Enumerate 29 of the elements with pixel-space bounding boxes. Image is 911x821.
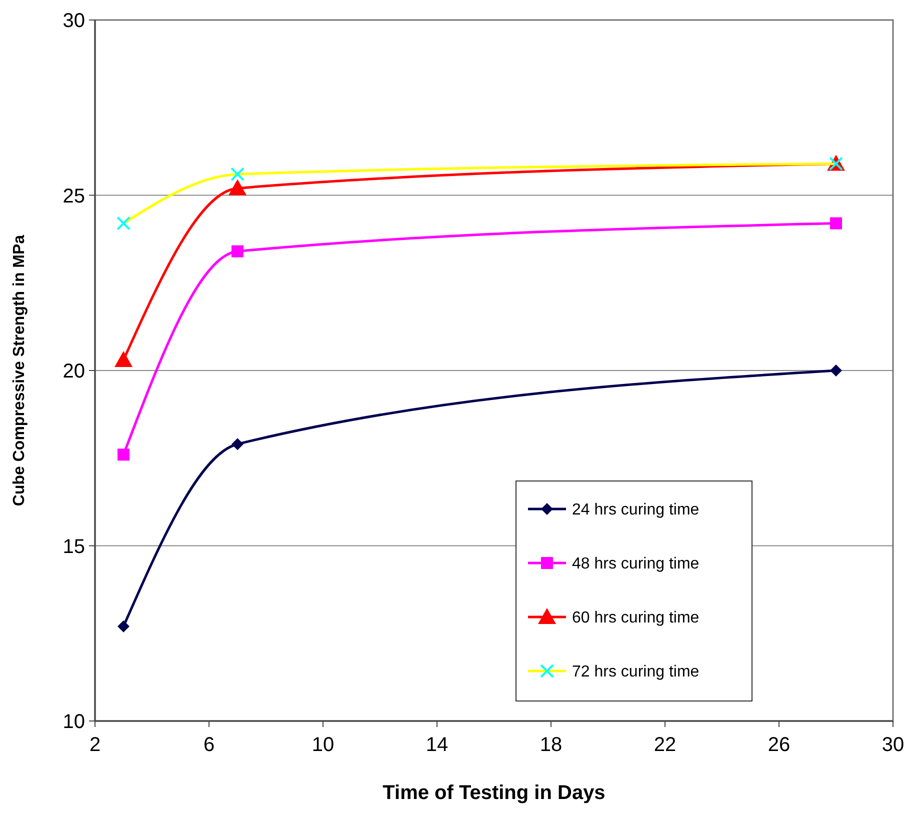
x-tick-label: 18	[540, 734, 562, 756]
x-tick-label: 14	[426, 734, 448, 756]
y-tick-label: 30	[62, 10, 85, 32]
legend-label: 24 hrs curing time	[572, 502, 700, 519]
y-axis-title: Cube Compressive Strength in MPa	[11, 234, 28, 506]
x-tick-label: 10	[312, 734, 334, 756]
y-tick-label: 25	[62, 185, 85, 208]
point	[114, 350, 132, 367]
y-tick-label: 20	[62, 360, 85, 382]
point	[116, 216, 130, 230]
point	[118, 448, 130, 461]
legend-label: 72 hrs curing time	[572, 664, 700, 681]
x-tick-label: 26	[768, 734, 790, 756]
x-axis-title: Time of Testing in Days	[382, 782, 606, 804]
point	[830, 217, 842, 230]
legend-label: 48 hrs curing time	[572, 556, 700, 573]
x-tick-label: 2	[89, 734, 101, 756]
y-tick-label: 15	[62, 536, 85, 558]
point	[232, 438, 244, 450]
legend-label: 60 hrs curing time	[572, 610, 700, 627]
point	[228, 179, 246, 196]
point	[230, 167, 244, 182]
point	[118, 620, 130, 632]
y-tick-label: 10	[62, 711, 85, 733]
point	[232, 245, 244, 258]
x-tick-label: 22	[654, 734, 676, 756]
x-tick-label: 30	[882, 734, 904, 756]
x-tick-label: 6	[203, 734, 215, 756]
point	[830, 364, 842, 376]
